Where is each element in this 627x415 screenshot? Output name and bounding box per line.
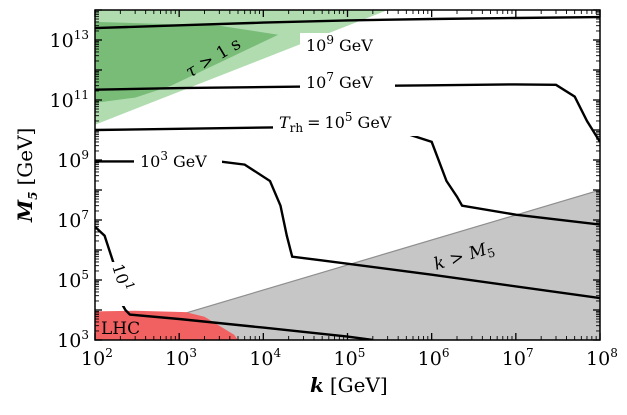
region-lhc [95, 310, 238, 340]
x-tick-label: 103 [165, 346, 197, 370]
x-tick-label: 102 [81, 346, 113, 370]
y-tick-label: 105 [57, 268, 89, 292]
series-line-Trh-1e1 [95, 225, 373, 340]
label-Trh-1e3: 103 GeV [140, 149, 207, 171]
label-Trh-1e9: 109 GeV [306, 33, 373, 55]
series-line-Trh-1e9 [95, 15, 600, 30]
y-axis-label: M5[GeV] [13, 128, 40, 223]
series-line-Trh-1e7 [95, 83, 600, 143]
y-tick-label: 103 [57, 328, 89, 352]
label-Trh-1e7: 107 GeV [306, 70, 373, 92]
x-axis-label: k [GeV] [310, 373, 388, 397]
y-tick-label: 109 [57, 148, 89, 172]
y-tick-label: 107 [57, 208, 89, 232]
x-tick-label: 104 [249, 346, 281, 370]
y-tick-label: 1011 [50, 88, 89, 112]
region-tau-inner [95, 21, 279, 103]
x-tick-label: 106 [418, 346, 450, 370]
label-Trh-1e5: Trh = 105 GeV [279, 110, 392, 135]
y-ticks: 103 105 107 109 1011 1013 [50, 9, 600, 352]
x-ticks: 102 103 104 105 106 107 108 [81, 10, 618, 370]
series-line-Trh-1e5 [95, 125, 600, 226]
y-tick-label: 1013 [50, 28, 89, 52]
x-tick-label: 107 [502, 346, 534, 370]
x-tick-label: 105 [334, 346, 366, 370]
x-tick-label: 108 [586, 346, 618, 370]
region-label-lhc: LHC [101, 319, 140, 339]
region-k-gt-M5 [95, 189, 600, 340]
